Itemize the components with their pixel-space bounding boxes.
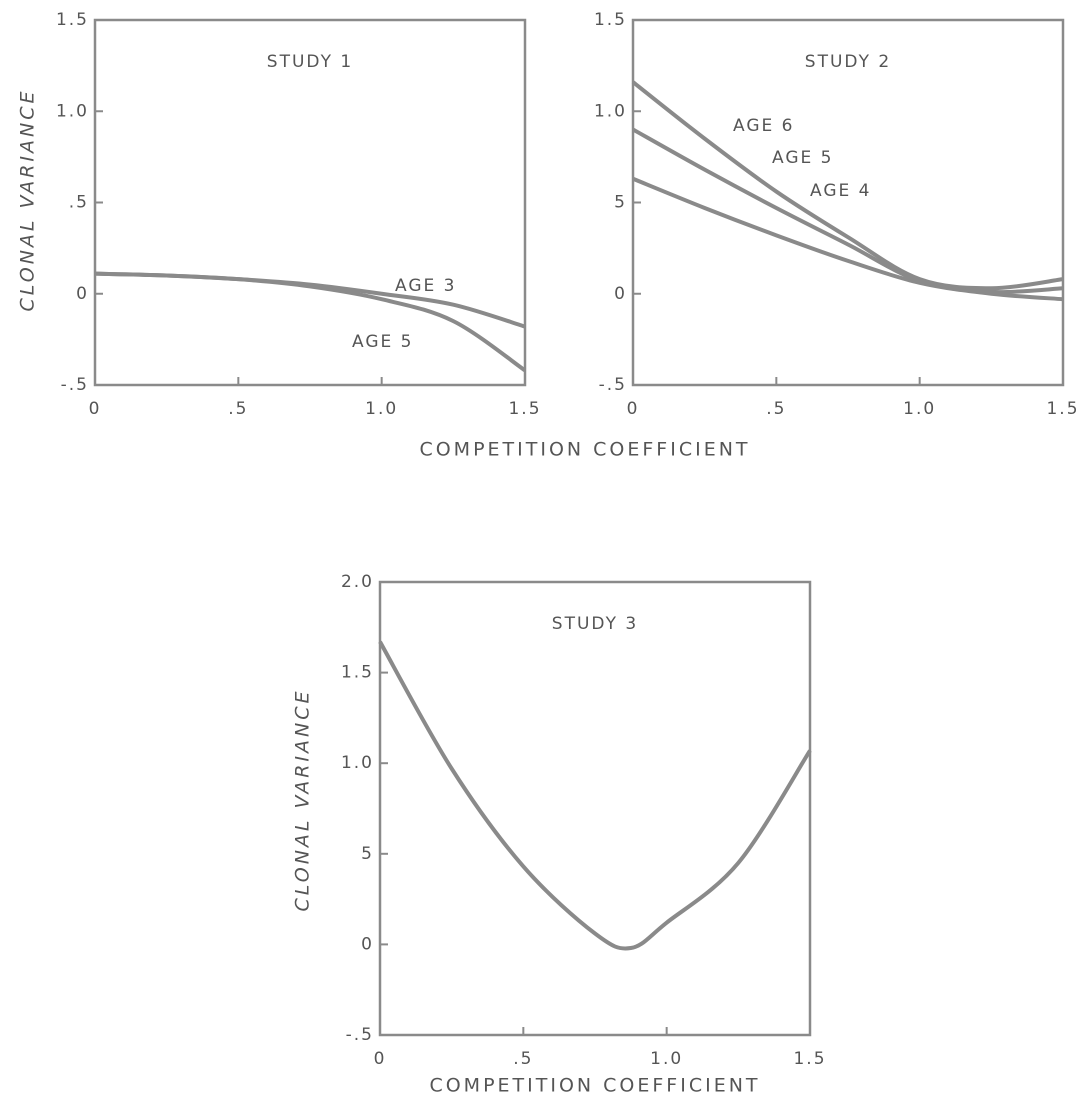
y-tick-label: 0	[76, 284, 89, 304]
y-tick-label: 1.5	[594, 10, 627, 30]
y-axis-label: CLONAL VARIANCE	[292, 688, 314, 911]
series-label: AGE 3	[395, 276, 456, 296]
x-tick-label: 1.5	[793, 1049, 826, 1069]
y-tick-label: 0	[361, 934, 374, 954]
y-tick-label: -.5	[346, 1025, 374, 1045]
x-tick-label: 0	[374, 1049, 387, 1069]
curve	[94, 271, 527, 373]
series-label: AGE 4	[810, 181, 871, 201]
curve	[94, 271, 526, 329]
plot-title: STUDY 3	[552, 614, 638, 634]
x-tick-label: 1.0	[650, 1049, 683, 1069]
series-label: AGE 5	[772, 148, 833, 168]
x-tick-label: .5	[766, 399, 786, 419]
y-tick-label: 0	[614, 284, 627, 304]
plot-title: STUDY 2	[805, 52, 891, 72]
series-label: AGE 5	[352, 332, 413, 352]
y-tick-label: -.5	[599, 375, 627, 395]
curve	[632, 176, 1064, 302]
curve	[631, 80, 1064, 291]
plot-frame	[93, 18, 527, 387]
x-axis-label: COMPETITION COEFFICIENT	[419, 439, 750, 461]
x-tick-label: 1.5	[1046, 399, 1076, 419]
y-tick-label: 1.5	[341, 663, 374, 683]
y-axis-label: CLONAL VARIANCE	[17, 88, 39, 311]
curve	[632, 127, 1064, 295]
x-tick-label: 1.0	[903, 399, 936, 419]
plot-frame	[378, 580, 812, 1037]
x-axis-label: COMPETITION COEFFICIENT	[429, 1075, 760, 1097]
plot-title: STUDY 1	[267, 52, 353, 72]
y-tick-label: 5	[361, 844, 374, 864]
y-tick-label: 2.0	[341, 572, 374, 592]
x-tick-label: 0	[627, 399, 640, 419]
y-tick-label: -.5	[61, 375, 89, 395]
curve	[378, 640, 812, 951]
x-tick-label: .5	[228, 399, 248, 419]
y-tick-label: 1.0	[56, 101, 89, 121]
x-tick-label: 0	[89, 399, 102, 419]
x-tick-label: 1.5	[508, 399, 541, 419]
plot-frame	[631, 18, 1065, 387]
y-tick-label: 1.0	[341, 753, 374, 773]
y-tick-label: .5	[69, 193, 89, 213]
x-tick-label: 1.0	[365, 399, 398, 419]
y-tick-label: 1.5	[56, 10, 89, 30]
x-tick-label: .5	[513, 1049, 533, 1069]
series-label: AGE 6	[733, 116, 794, 136]
y-tick-label: 5	[614, 193, 627, 213]
y-tick-label: 1.0	[594, 101, 627, 121]
